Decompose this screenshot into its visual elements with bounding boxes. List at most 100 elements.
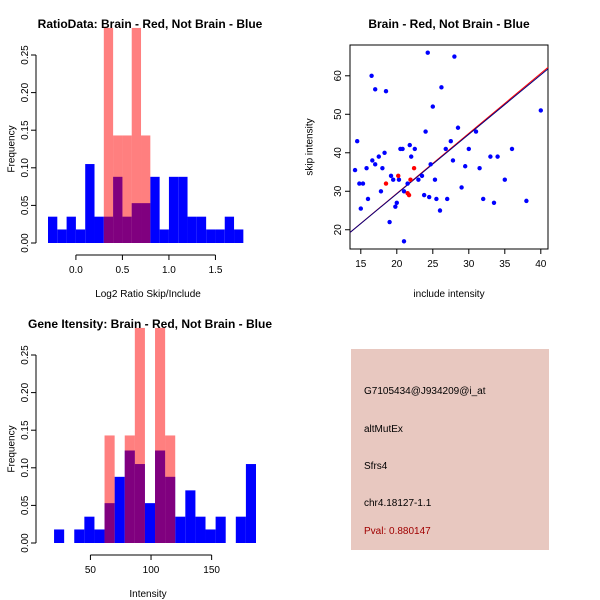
scatter-point-notbrain [373,162,378,167]
pval-label: Pval: 0.880147 [364,526,431,537]
scatter-point-notbrain [509,146,515,152]
gene-bar-notbrain [94,529,105,543]
ratio-bar-brain [103,27,114,244]
ratio-ylabel: Frequency [7,125,18,172]
scatter-point-notbrain [448,139,453,144]
scatter-point-notbrain [502,177,507,182]
gene-bar-notbrain [215,516,226,543]
ratio-bar-notbrain [234,229,244,243]
scatter-point-brain [408,177,413,182]
gene-ytick-label: 0.20 [20,382,31,402]
ratio-bar-notbrain [48,216,58,243]
gene-ytick-label: 0.10 [20,458,31,478]
gene-bar-notbrain [175,516,186,543]
scatter-point-notbrain [495,154,500,159]
gene-bar-notbrain [144,503,156,543]
gene-xtick-label: 150 [203,565,220,576]
scatter-point-notbrain [463,164,468,169]
gene-ytick-label: 0.15 [20,420,31,440]
scatter-point-notbrain [452,54,457,59]
scatter-point-notbrain [409,154,414,159]
event-type-label: altMutEx [364,424,403,435]
scatter-xtick-label: 20 [391,259,403,270]
gene-bar-brain [134,327,145,543]
ratio-ytick-label: 0.10 [20,158,31,178]
ratio-xtick-label: 1.0 [162,265,176,276]
scatter-point-notbrain [391,177,396,182]
scatter-xtick-label: 35 [499,259,511,270]
scatter-point-notbrain [378,189,384,194]
scatter-xtick-label: 40 [535,259,547,270]
scatter-point-notbrain [382,150,387,155]
scatter-point-notbrain [352,167,358,173]
scatter-point-notbrain [430,104,435,109]
scatter-fit-line-blue [349,68,549,233]
ratio-bar-notbrain [159,229,169,243]
ratio-ytick-label: 0.15 [20,120,31,140]
gene-xtick-label: 50 [85,565,97,576]
scatter-ytick-label: 20 [333,224,344,236]
ratio-ytick-label: 0.00 [20,233,31,253]
gene-ytick-label: 0.00 [20,533,31,553]
ratio-bar-notbrain [206,229,216,243]
scatter-point-notbrain [376,154,381,159]
ratio-bar-notbrain [168,176,179,243]
scatter-point-notbrain [373,87,378,92]
scatter-xtick-label: 15 [355,259,367,270]
ratio-xtick-label: 1.5 [208,265,222,276]
scatter-xtick-label: 30 [463,259,475,270]
scatter-point-notbrain [491,200,497,206]
ratio-ytick-label: 0.05 [20,195,31,215]
scatter-point-notbrain [355,139,360,144]
gene-name-label: Sfrs4 [364,461,388,472]
gene-xlabel: Intensity [129,589,166,600]
scatter-ylabel: skip intensity [305,118,316,175]
scatter-point-notbrain [443,146,448,152]
scatter-point-notbrain [450,158,456,163]
scatter-point-notbrain [428,162,433,167]
scatter-point-notbrain [412,146,417,152]
ratio-bar-notbrain [66,216,76,243]
gene-title: Gene Itensity: Brain - Red, Not Brain - … [28,317,272,331]
ratio-ytick-label: 0.25 [20,45,31,65]
scatter-point-notbrain [421,192,427,198]
ratio-bar-notbrain [224,216,235,243]
scatter-point-notbrain [369,73,374,78]
scatter-xtick-label: 25 [427,259,439,270]
location-label: chr4.18127-1.1 [364,498,432,509]
scatter-point-notbrain [538,108,543,113]
gene-bar-notbrain [205,529,216,543]
scatter-point-notbrain [416,177,421,182]
ratio-bar-notbrain [187,216,197,243]
scatter-point-notbrain [455,125,461,130]
scatter-point-notbrain [427,194,432,200]
scatter-point-notbrain [459,185,464,190]
scatter-point-notbrain [405,181,410,186]
ratio-xtick-label: 0.5 [115,265,129,276]
scatter-point-notbrain [434,196,439,202]
gene-ytick-label: 0.05 [20,495,31,515]
scatter-point-notbrain [370,158,375,163]
scatter-xlabel: include intensity [413,289,484,300]
probe-id-label: G7105434@J934209@i_at [364,386,486,397]
scatter-point-notbrain [400,146,405,152]
scatter-point-notbrain [393,204,398,209]
gene-ytick-label: 0.25 [20,345,31,365]
gene-bar-notbrain [114,476,125,543]
scatter-point-notbrain [407,142,412,148]
scatter-point-brain [383,181,389,186]
gene-bar-notbrain [235,516,246,543]
scatter-point-notbrain [380,165,385,171]
scatter-point-brain [411,165,417,171]
scatter-point-brain [396,173,401,179]
scatter-point-notbrain [394,200,399,206]
scatter-point-notbrain [401,189,407,194]
scatter-point-notbrain [401,239,407,244]
ratio-bar-notbrain [94,216,104,243]
scatter-point-notbrain [488,154,493,159]
scatter-point-notbrain [419,173,425,179]
scatter-point-notbrain [477,165,482,171]
ratio-bar-notbrain [178,176,188,243]
gene-bar-notbrain [185,490,196,543]
